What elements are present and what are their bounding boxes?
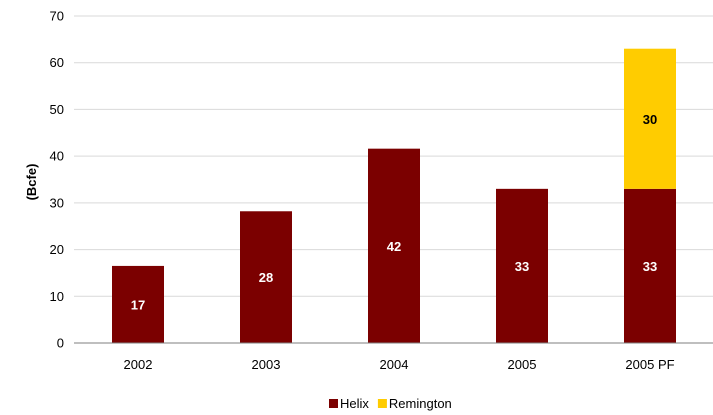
y-tick-label: 50 xyxy=(50,102,64,117)
bar-helix xyxy=(368,148,420,343)
x-tick-label: 2002 xyxy=(124,357,153,372)
x-axis-ticks: 2002 2003 2004 2005 2005 PF xyxy=(124,357,675,372)
data-label: 33 xyxy=(515,259,529,274)
bars: 17 28 42 33 33 30 xyxy=(112,48,676,343)
x-tick-label: 2004 xyxy=(380,357,409,372)
bar-helix xyxy=(112,265,164,343)
data-label: 28 xyxy=(259,270,273,285)
data-label: 33 xyxy=(643,259,657,274)
data-label: 17 xyxy=(131,297,145,312)
x-tick-label: 2003 xyxy=(252,357,281,372)
legend-label: Helix xyxy=(340,396,369,411)
bar-remington xyxy=(624,48,676,189)
y-tick-label: 30 xyxy=(50,195,64,210)
bar-helix xyxy=(496,188,548,343)
y-axis-ticks: 0 10 20 30 40 50 60 70 xyxy=(50,9,64,351)
legend-swatch-remington xyxy=(377,399,387,408)
y-tick-label: 0 xyxy=(57,336,64,351)
legend-label: Remington xyxy=(389,396,452,411)
y-tick-label: 20 xyxy=(50,242,64,257)
data-label: 30 xyxy=(643,112,657,127)
legend-swatch-helix xyxy=(329,399,338,408)
data-label: 42 xyxy=(387,239,401,254)
x-tick-label: 2005 xyxy=(508,357,537,372)
y-tick-label: 10 xyxy=(50,289,64,304)
y-axis-label: (Bcfe) xyxy=(24,164,39,201)
x-tick-label: 2005 PF xyxy=(625,357,674,372)
y-tick-label: 70 xyxy=(50,9,64,24)
bar-helix xyxy=(624,188,676,343)
y-tick-label: 40 xyxy=(50,149,64,164)
legend: Helix Remington xyxy=(329,396,452,411)
y-tick-label: 60 xyxy=(50,55,64,70)
bar-helix xyxy=(240,211,292,343)
